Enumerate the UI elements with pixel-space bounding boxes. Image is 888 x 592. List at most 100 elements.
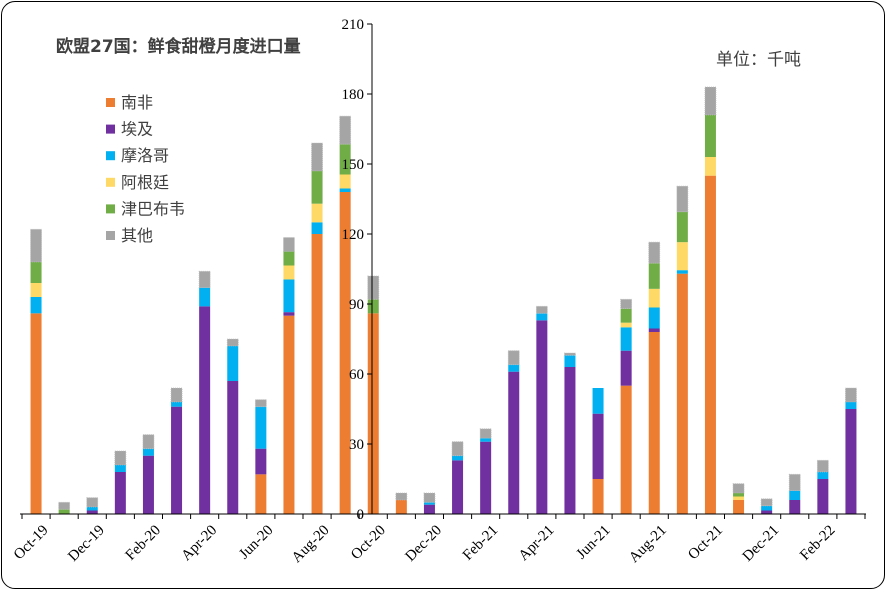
bar-segment — [536, 320, 548, 514]
bar-segment — [423, 492, 436, 503]
x-tick-label: Dec-21 — [740, 522, 783, 565]
bar-segment — [592, 413, 604, 479]
bar-segment — [648, 307, 660, 329]
bar-segment — [817, 479, 829, 514]
bar-segment — [170, 387, 183, 403]
bar-segment — [480, 438, 492, 442]
y-tick-label: 60 — [349, 367, 364, 383]
bar-segment — [199, 306, 211, 514]
bar-segment — [733, 493, 745, 497]
x-tick-label: Dec-20 — [403, 522, 446, 565]
bar-segment — [339, 188, 351, 192]
legend-label: 南非 — [121, 93, 153, 112]
bar-segment — [367, 275, 380, 300]
chart-title: 欧盟27国：鲜食甜橙月度进口量 — [56, 36, 301, 57]
bar-segment — [142, 455, 154, 514]
bar-segment — [86, 497, 99, 508]
bar-segment — [733, 500, 745, 514]
bar-segment — [311, 203, 323, 223]
bar-segment — [311, 171, 323, 204]
bar-segment — [704, 175, 716, 515]
x-tick-label: Feb-20 — [123, 522, 164, 563]
bar-segment — [451, 441, 464, 457]
bar-segment — [30, 262, 42, 283]
legend-label: 津巴布韦 — [121, 199, 185, 218]
x-tick-label: Oct-21 — [685, 522, 726, 563]
y-tick-label: 180 — [342, 87, 365, 103]
bar-segment — [142, 434, 155, 450]
bar-segment — [423, 504, 435, 514]
x-tick-label: Feb-22 — [797, 522, 838, 563]
bar-segment — [198, 270, 211, 289]
bar-segment — [789, 490, 801, 500]
legend-swatch — [106, 98, 115, 107]
bar-segment — [423, 502, 435, 505]
bar-segment — [311, 142, 323, 172]
bar-segment — [761, 505, 773, 511]
bar-segment — [199, 287, 211, 307]
bar-segment — [58, 501, 71, 510]
bar-segment — [86, 510, 98, 514]
bar-segment — [845, 409, 857, 514]
x-tick-label: Apr-20 — [179, 522, 221, 564]
bar-segment — [704, 115, 716, 157]
bar-segment — [760, 498, 773, 507]
bar-segment — [283, 237, 295, 252]
bar-segment — [648, 241, 661, 264]
bar-segment — [30, 313, 42, 514]
x-tick-label: Aug-21 — [626, 522, 670, 566]
bar-segment — [676, 242, 688, 271]
bar-segment — [676, 273, 688, 514]
bar-segment — [452, 460, 464, 514]
bar-segment — [676, 270, 688, 274]
x-tick-label: Oct-19 — [11, 522, 52, 563]
bar-segment — [283, 251, 295, 266]
bar-segment — [395, 492, 408, 501]
bar-segment — [283, 265, 295, 280]
bar-segment — [254, 399, 267, 408]
bar-segment — [648, 328, 660, 332]
bar-segment — [676, 211, 688, 243]
bar-segment — [620, 308, 632, 323]
unit-label: 单位：千吨 — [716, 50, 801, 70]
legend-label: 阿根廷 — [121, 173, 169, 192]
bar-segment — [283, 315, 295, 514]
bar-segment — [452, 455, 464, 461]
x-tick-label: Jun-21 — [573, 522, 613, 562]
bar-segment — [620, 327, 632, 351]
bar-segment — [283, 279, 295, 313]
legend-swatch — [106, 151, 115, 161]
bar-segment — [648, 332, 660, 514]
bar-segment — [564, 355, 576, 367]
bar-segment — [114, 465, 126, 472]
bar-segment — [142, 448, 154, 456]
x-tick-label: Aug-20 — [289, 522, 333, 566]
bar-segment — [30, 297, 42, 314]
bar-segment — [648, 288, 660, 308]
bar-segment — [592, 388, 604, 414]
bar-segment — [620, 322, 632, 328]
bar-segment — [479, 428, 492, 439]
legend-swatch — [106, 204, 115, 214]
legend-swatch — [106, 177, 115, 187]
y-tick-label: 120 — [342, 227, 365, 243]
bar-segment — [480, 441, 492, 514]
bar-segment — [732, 483, 745, 494]
bar-segment — [816, 459, 829, 473]
y-tick-label: 150 — [342, 157, 365, 173]
bar-segment — [817, 472, 829, 479]
bar-segment — [227, 346, 239, 381]
bar-segment — [339, 174, 351, 189]
bar-segment — [86, 507, 98, 511]
x-tick-label: Jun-20 — [236, 522, 276, 562]
bar-segment — [30, 283, 42, 297]
bar-segment — [789, 500, 801, 514]
bar-segment — [339, 115, 352, 145]
y-tick-label: 30 — [349, 437, 364, 453]
bar-segment — [704, 157, 716, 176]
bar-segment — [226, 338, 239, 347]
bar-segment — [339, 144, 351, 175]
x-tick-label: Apr-21 — [516, 522, 558, 564]
